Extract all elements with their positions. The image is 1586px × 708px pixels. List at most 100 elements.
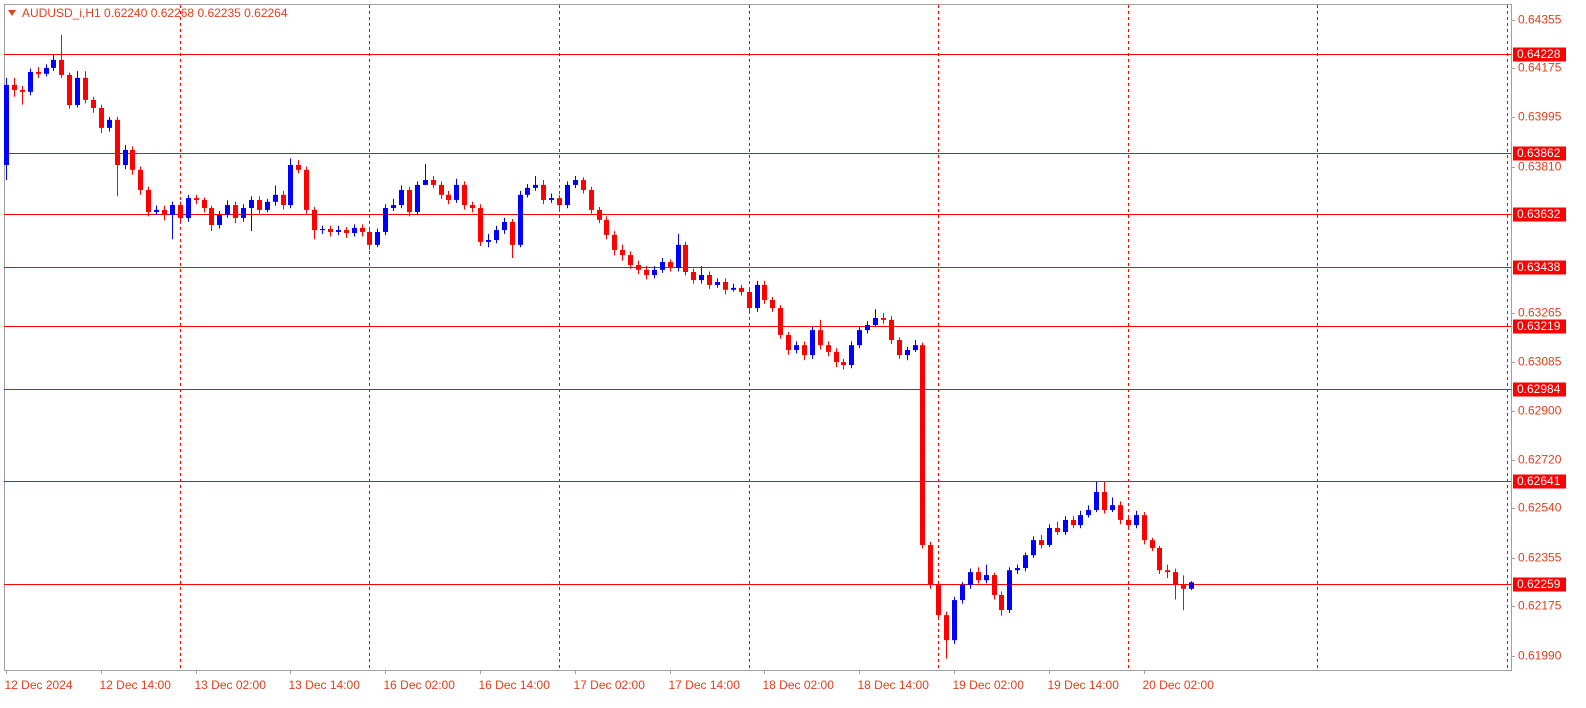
candle-body (676, 244, 681, 268)
candle-body (1134, 515, 1139, 526)
candle-body (367, 231, 372, 245)
candle-body (296, 164, 301, 170)
candle-body (565, 184, 570, 206)
candle-body (304, 169, 309, 210)
candle-body (194, 198, 199, 200)
candle-body (107, 119, 112, 128)
candle-body (1047, 528, 1052, 545)
candle-body (233, 205, 238, 218)
candle-body (257, 199, 262, 210)
candle-body (683, 244, 688, 273)
level-label: 0.62259 (1517, 577, 1561, 591)
candle-body (186, 198, 191, 218)
title-arrow (8, 10, 16, 16)
x-tick-label: 20 Dec 02:00 (1143, 678, 1215, 692)
candle-body (612, 234, 617, 250)
candle-body (952, 600, 957, 641)
candle-body (51, 59, 56, 68)
level-label-box (1513, 146, 1566, 161)
candle-body (889, 319, 894, 341)
candle-body (328, 228, 333, 232)
y-tick-label: 0.63810 (1518, 160, 1562, 174)
candle-body (573, 180, 578, 185)
y-tick-label: 0.64355 (1518, 13, 1562, 27)
candle-body (249, 199, 254, 209)
candle-body (1102, 491, 1107, 511)
candle-body (778, 308, 783, 335)
candle-body (431, 180, 436, 185)
candle-body (525, 187, 530, 195)
y-tick-label: 0.61990 (1518, 649, 1562, 663)
candle-body (454, 184, 459, 200)
candle-body (59, 59, 64, 75)
candle-body (352, 227, 357, 234)
candle-body (1110, 505, 1115, 511)
candle-body (202, 199, 207, 209)
candle-body (138, 169, 143, 191)
level-label: 0.63219 (1517, 319, 1561, 333)
candle-body (1007, 570, 1012, 611)
candle-body (715, 281, 720, 285)
candle-body (731, 287, 736, 290)
plot-frame (4, 4, 1512, 671)
candle-body (1063, 519, 1068, 533)
level-label: 0.63438 (1517, 260, 1561, 274)
candle-body (1181, 585, 1186, 589)
candle-body (976, 572, 981, 581)
candle-body (4, 84, 9, 165)
candle-body (91, 99, 96, 108)
candle-body (446, 194, 451, 200)
candle-body (123, 149, 128, 165)
candle-body (130, 149, 135, 170)
candle-body (920, 345, 925, 545)
candle-body (589, 190, 594, 210)
y-tick-label: 0.63085 (1518, 355, 1562, 369)
y-tick-label: 0.63265 (1518, 306, 1562, 320)
level-label-box (1513, 207, 1566, 222)
candle-body (312, 209, 317, 231)
candle-body (375, 231, 380, 245)
x-tick-label: 16 Dec 02:00 (384, 678, 456, 692)
candle-body (1031, 540, 1036, 556)
x-tick-label: 17 Dec 02:00 (574, 678, 646, 692)
candle-body (699, 274, 704, 281)
candle-body (162, 209, 167, 216)
candle-body (1157, 547, 1162, 571)
candle-body (1055, 528, 1060, 533)
candle-body (1150, 540, 1155, 548)
candle-body (557, 198, 562, 206)
candle-body (762, 284, 767, 300)
x-tick-label: 19 Dec 02:00 (953, 678, 1025, 692)
candle-body (597, 209, 602, 220)
candle-body (383, 208, 388, 232)
candle-body (604, 219, 609, 235)
candle-body (549, 198, 554, 200)
candle-body (755, 284, 760, 309)
candle-body (44, 67, 49, 74)
candle-body (146, 190, 151, 213)
candle-body (834, 351, 839, 363)
candle-body (881, 318, 886, 320)
level-label-box (1513, 47, 1566, 62)
candle-body (265, 201, 270, 210)
candle-body (999, 594, 1004, 611)
candle-body (273, 194, 278, 202)
level-label: 0.62984 (1517, 382, 1561, 396)
candle-body (1078, 515, 1083, 526)
candle-body (628, 255, 633, 266)
candle-body (470, 205, 475, 209)
level-label-box (1513, 382, 1566, 397)
candle-body (897, 340, 902, 356)
candle-body (541, 184, 546, 200)
candle-body (225, 205, 230, 216)
y-tick-label: 0.63995 (1518, 110, 1562, 124)
candle-body (691, 272, 696, 281)
x-tick-label: 16 Dec 14:00 (479, 678, 551, 692)
candle-body (857, 330, 862, 346)
y-tick-label: 0.64175 (1518, 61, 1562, 75)
level-label-box (1513, 319, 1566, 334)
x-tick-label: 19 Dec 14:00 (1048, 678, 1120, 692)
candle-body (281, 194, 286, 206)
